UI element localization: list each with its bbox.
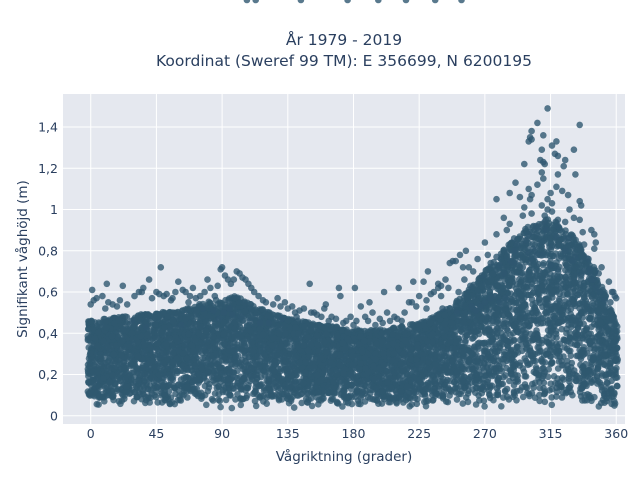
scatter-point [553, 388, 561, 396]
scatter-point [588, 378, 595, 385]
scatter-point [251, 397, 259, 405]
scatter-point [208, 395, 216, 403]
scatter-point [519, 393, 527, 401]
scatter-point [459, 400, 467, 407]
scatter-point [481, 403, 488, 410]
scatter-point [208, 374, 216, 381]
scatter-point [213, 384, 221, 392]
scatter-point [603, 379, 611, 386]
scatter-point [303, 385, 311, 393]
scatter-point [473, 351, 480, 359]
scatter-point [522, 383, 529, 391]
scatter-point [290, 404, 298, 411]
scatter-point [534, 320, 541, 328]
scatter-point [498, 403, 505, 410]
scatter-point [541, 398, 549, 406]
scatter-point [572, 330, 579, 337]
scatter-point [298, 399, 306, 407]
scatter-point [121, 395, 128, 403]
scatter-point [348, 400, 356, 408]
scatter-point [542, 295, 550, 303]
scatter-point [552, 250, 559, 257]
scatter-point [224, 376, 232, 383]
scatter-point [199, 355, 207, 362]
scatter-point [513, 387, 521, 395]
scatter-point [529, 349, 536, 357]
scatter-point [228, 404, 236, 412]
scatter-point [442, 398, 450, 405]
scatter-point [232, 396, 239, 403]
scatter-point [315, 347, 323, 354]
scatter-point [485, 391, 493, 398]
scatter-point [607, 307, 615, 314]
scatter-point [408, 401, 416, 408]
scatter-point [564, 365, 572, 373]
scatter-point [327, 397, 335, 405]
scatter-point [203, 401, 210, 409]
scatter-point [524, 389, 531, 397]
scatter-point [479, 364, 487, 371]
scatter-point [556, 273, 564, 280]
scatter-point [237, 401, 245, 409]
scatter-point [510, 322, 517, 330]
scatter-point [95, 401, 102, 408]
scatter-point [524, 223, 532, 231]
scatter-point [595, 403, 603, 410]
scatter-point [378, 330, 386, 337]
scatter-point [373, 397, 381, 404]
scatter-point [536, 290, 543, 298]
scatter-point [364, 393, 372, 401]
scatter-point [115, 398, 123, 405]
scatter-points [84, 0, 621, 412]
scatter-point [407, 377, 414, 385]
scatter-point [378, 400, 386, 407]
scatter-point [414, 395, 421, 403]
scatter-point [558, 394, 566, 401]
scatter-point [548, 394, 555, 401]
scatter-point [582, 380, 589, 388]
scatter-point [540, 260, 547, 267]
scatter-point [560, 376, 567, 383]
scatter-point [538, 275, 546, 283]
scatter-point [494, 388, 502, 396]
scatter-point [211, 390, 219, 397]
scatter-point [504, 327, 512, 334]
